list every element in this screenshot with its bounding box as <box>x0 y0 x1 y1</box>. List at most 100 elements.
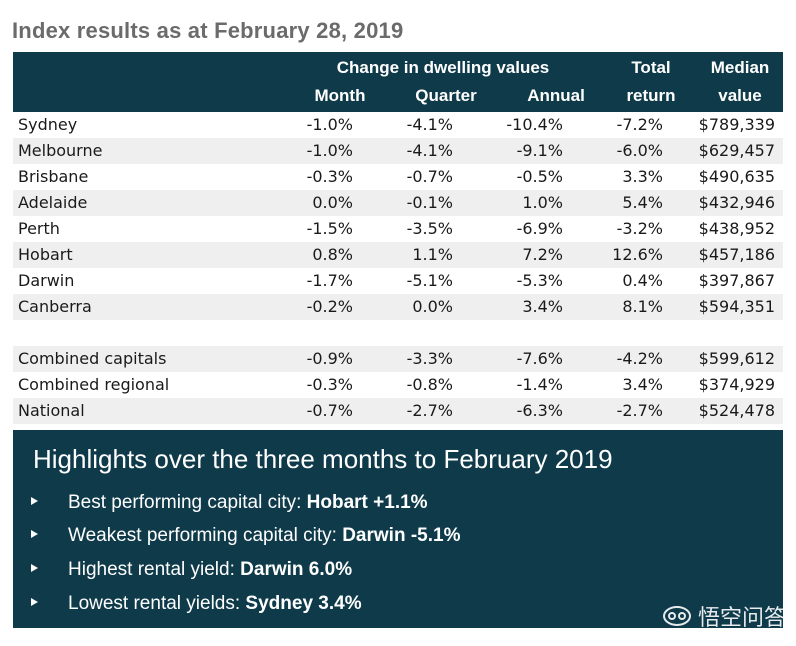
row-median-value: $490,635 <box>698 167 775 186</box>
row-annual: -6.3% <box>516 401 563 420</box>
table-row: Brisbane -0.3% -0.7% -0.5% 3.3% $490,635 <box>13 164 783 190</box>
highlight-value: Darwin 6.0% <box>240 559 353 580</box>
row-median-value: $599,612 <box>698 349 775 368</box>
row-total-return: 5.4% <box>622 193 663 212</box>
highlight-value: Hobart +1.1% <box>306 492 428 513</box>
row-month: -1.5% <box>306 219 353 238</box>
triangle-bullet-icon <box>31 529 38 538</box>
row-annual: -0.5% <box>516 167 563 186</box>
triangle-bullet-icon <box>31 496 38 505</box>
header-total-line1: Total <box>631 58 671 77</box>
row-month: -0.9% <box>306 349 353 368</box>
row-annual: -1.4% <box>516 375 563 394</box>
table-header: Change in dwelling values Month Quarter … <box>13 52 783 112</box>
row-total-return: -4.2% <box>616 349 663 368</box>
row-month: 0.0% <box>312 193 353 212</box>
table-row: Melbourne -1.0% -4.1% -9.1% -6.0% $629,4… <box>13 138 783 164</box>
header-quarter: Quarter <box>415 86 477 105</box>
triangle-bullet-icon <box>31 563 38 572</box>
header-total-line2: return <box>626 86 676 105</box>
header-month: Month <box>314 86 366 105</box>
table-row: Adelaide 0.0% -0.1% 1.0% 5.4% $432,946 <box>13 190 783 216</box>
row-median-value: $594,351 <box>698 297 775 316</box>
row-month: -1.7% <box>306 271 353 290</box>
watermark: 悟空问答 <box>662 600 786 632</box>
highlight-text: Lowest rental yields: <box>68 593 246 614</box>
highlight-value: Sydney 3.4% <box>245 593 362 614</box>
row-quarter: -4.1% <box>406 115 453 134</box>
row-quarter: 0.0% <box>412 297 453 316</box>
row-region: Darwin <box>18 271 75 290</box>
table-row: Sydney -1.0% -4.1% -10.4% -7.2% $789,339 <box>13 112 783 138</box>
row-quarter: -0.7% <box>406 167 453 186</box>
row-total-return: -6.0% <box>616 141 663 160</box>
highlight-item: Highest rental yield: Darwin 6.0% <box>31 559 352 587</box>
row-annual: -7.6% <box>516 349 563 368</box>
table-row: Combined capitals -0.9% -3.3% -7.6% -4.2… <box>13 346 783 372</box>
row-quarter: -0.8% <box>406 375 453 394</box>
row-month: -0.3% <box>306 375 353 394</box>
row-median-value: $438,952 <box>698 219 775 238</box>
row-annual: 7.2% <box>522 245 563 264</box>
row-annual: -5.3% <box>516 271 563 290</box>
row-region: Combined regional <box>18 375 170 394</box>
highlight-text: Best performing capital city: <box>68 492 307 513</box>
row-month: 0.8% <box>312 245 353 264</box>
table-row: Perth -1.5% -3.5% -6.9% -3.2% $438,952 <box>13 216 783 242</box>
row-total-return: -3.2% <box>616 219 663 238</box>
row-total-return: 3.4% <box>622 375 663 394</box>
header-median-line2: value <box>718 86 762 105</box>
row-region: Brisbane <box>18 167 89 186</box>
highlight-item: Weakest performing capital city: Darwin … <box>31 525 460 553</box>
row-median-value: $374,929 <box>698 375 775 394</box>
wukong-logo-icon <box>662 604 692 628</box>
row-region: Canberra <box>18 297 92 316</box>
row-median-value: $397,867 <box>698 271 775 290</box>
table-row: Combined regional -0.3% -0.8% -1.4% 3.4%… <box>13 372 783 398</box>
row-total-return: 8.1% <box>622 297 663 316</box>
row-total-return: -2.7% <box>616 401 663 420</box>
table-row: Canberra -0.2% 0.0% 3.4% 8.1% $594,351 <box>13 294 783 320</box>
highlights-panel: Highlights over the three months to Febr… <box>13 430 783 628</box>
row-median-value: $432,946 <box>698 193 775 212</box>
row-month: -1.0% <box>306 115 353 134</box>
row-median-value: $789,339 <box>698 115 775 134</box>
row-region: Adelaide <box>18 193 88 212</box>
row-quarter: -4.1% <box>406 141 453 160</box>
highlights-title: Highlights over the three months to Febr… <box>33 444 613 474</box>
header-annual: Annual <box>527 86 585 105</box>
row-total-return: 3.3% <box>622 167 663 186</box>
row-median-value: $524,478 <box>698 401 775 420</box>
highlight-text: Weakest performing capital city: <box>68 525 343 546</box>
row-total-return: -7.2% <box>616 115 663 134</box>
row-median-value: $629,457 <box>698 141 775 160</box>
row-region: Melbourne <box>18 141 103 160</box>
page-title: Index results as at February 28, 2019 <box>12 18 404 43</box>
row-month: -0.2% <box>306 297 353 316</box>
highlight-text: Highest rental yield: <box>68 559 241 580</box>
row-quarter: -5.1% <box>406 271 453 290</box>
header-group-label: Change in dwelling values <box>336 58 550 77</box>
highlight-value: Darwin -5.1% <box>342 525 461 546</box>
row-region: Combined capitals <box>18 349 167 368</box>
row-month: -1.0% <box>306 141 353 160</box>
row-region: Sydney <box>18 115 78 134</box>
highlight-item: Lowest rental yields: Sydney 3.4% <box>31 593 362 621</box>
row-annual: -9.1% <box>516 141 563 160</box>
row-quarter: -3.3% <box>406 349 453 368</box>
row-quarter: 1.1% <box>412 245 453 264</box>
row-quarter: -2.7% <box>406 401 453 420</box>
row-annual: -6.9% <box>516 219 563 238</box>
row-quarter: -0.1% <box>406 193 453 212</box>
row-total-return: 0.4% <box>622 271 663 290</box>
row-region: National <box>18 401 85 420</box>
highlight-item: Best performing capital city: Hobart +1.… <box>31 492 428 520</box>
table-row: Darwin -1.7% -5.1% -5.3% 0.4% $397,867 <box>13 268 783 294</box>
row-annual: 3.4% <box>522 297 563 316</box>
table-spacer-row <box>13 320 783 346</box>
watermark-text: 悟空问答 <box>697 605 786 630</box>
triangle-bullet-icon <box>31 597 38 606</box>
row-total-return: 12.6% <box>612 245 663 264</box>
row-quarter: -3.5% <box>406 219 453 238</box>
table-row: Hobart 0.8% 1.1% 7.2% 12.6% $457,186 <box>13 242 783 268</box>
